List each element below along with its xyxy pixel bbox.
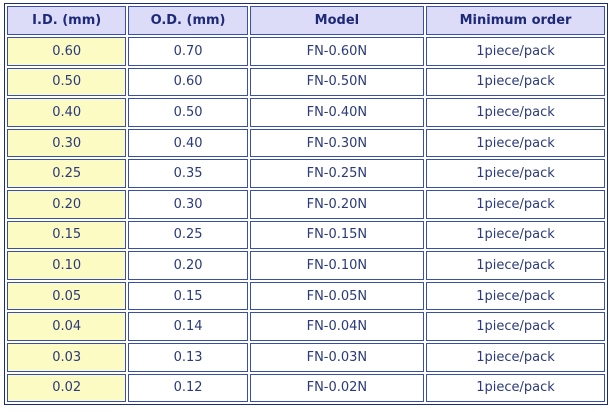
- table-cell: FN-0.05N: [249, 281, 425, 311]
- table-cell: 0.25: [128, 220, 248, 250]
- header-row: I.D. (mm) O.D. (mm) Model Minimum order: [7, 6, 605, 35]
- table-cell: FN-0.30N: [249, 128, 425, 158]
- table-cell: 0.60: [7, 37, 127, 66]
- table-row: 0.50 0.60 FN-0.50N 1piece/pack: [7, 67, 605, 97]
- table-cell: 1piece/pack: [426, 98, 605, 127]
- table-cell: FN-0.02N: [249, 373, 425, 403]
- table-cell: FN-0.40N: [249, 98, 425, 127]
- table-cell: FN-0.50N: [249, 67, 425, 97]
- table-cell: 1piece/pack: [426, 159, 605, 188]
- table-cell: 0.20: [7, 189, 127, 219]
- table-cell: 1piece/pack: [426, 312, 605, 341]
- table-row: 0.40 0.50 FN-0.40N 1piece/pack: [7, 98, 605, 127]
- table-cell: 1piece/pack: [426, 37, 605, 66]
- table-cell: FN-0.20N: [249, 189, 425, 219]
- header-cell: Model: [249, 6, 425, 35]
- table-cell: 1piece/pack: [426, 342, 605, 372]
- header-cell: I.D. (mm): [7, 6, 127, 35]
- product-table: I.D. (mm) O.D. (mm) Model Minimum order 0.6…: [4, 3, 608, 406]
- header-cell: O.D. (mm): [128, 6, 248, 35]
- table-cell: 1piece/pack: [426, 67, 605, 97]
- table-cell: FN-0.15N: [249, 220, 425, 250]
- table-row: 0.05 0.15 FN-0.05N 1piece/pack: [7, 281, 605, 311]
- table-cell: FN-0.60N: [249, 37, 425, 66]
- table-cell: 0.04: [7, 312, 127, 341]
- table-row: 0.10 0.20 FN-0.10N 1piece/pack: [7, 251, 605, 280]
- table-cell: 0.60: [128, 67, 248, 97]
- table-cell: 0.30: [128, 189, 248, 219]
- table-cell: 1piece/pack: [426, 189, 605, 219]
- table-cell: 1piece/pack: [426, 251, 605, 280]
- table-row: 0.25 0.35 FN-0.25N 1piece/pack: [7, 159, 605, 188]
- table-cell: 0.50: [7, 67, 127, 97]
- table-cell: 0.10: [7, 251, 127, 280]
- table-cell: 0.40: [7, 98, 127, 127]
- table-row: 0.15 0.25 FN-0.15N 1piece/pack: [7, 220, 605, 250]
- table-row: 0.60 0.70 FN-0.60N 1piece/pack: [7, 37, 605, 66]
- table-cell: FN-0.10N: [249, 251, 425, 280]
- table-row: 0.03 0.13 FN-0.03N 1piece/pack: [7, 342, 605, 372]
- table-cell: FN-0.03N: [249, 342, 425, 372]
- table-cell: 0.15: [128, 281, 248, 311]
- table-cell: FN-0.25N: [249, 159, 425, 188]
- table-cell: 1piece/pack: [426, 220, 605, 250]
- table-cell: FN-0.04N: [249, 312, 425, 341]
- table-cell: 0.30: [7, 128, 127, 158]
- table-cell: 0.20: [128, 251, 248, 280]
- table-cell: 0.02: [7, 373, 127, 403]
- table-cell: 0.05: [7, 281, 127, 311]
- table-cell: 0.35: [128, 159, 248, 188]
- table-cell: 1piece/pack: [426, 128, 605, 158]
- table-cell: 0.12: [128, 373, 248, 403]
- table-row: 0.04 0.14 FN-0.04N 1piece/pack: [7, 312, 605, 341]
- table-cell: 0.50: [128, 98, 248, 127]
- table-cell: 0.70: [128, 37, 248, 66]
- table-cell: 0.15: [7, 220, 127, 250]
- table-cell: 1piece/pack: [426, 281, 605, 311]
- table-cell: 1piece/pack: [426, 373, 605, 403]
- header-cell: Minimum order: [426, 6, 605, 35]
- table-cell: 0.03: [7, 342, 127, 372]
- table-cell: 0.14: [128, 312, 248, 341]
- table-row: 0.02 0.12 FN-0.02N 1piece/pack: [7, 373, 605, 403]
- table-row: 0.30 0.40 FN-0.30N 1piece/pack: [7, 128, 605, 158]
- table-cell: 0.40: [128, 128, 248, 158]
- table-body: 0.60 0.70 FN-0.60N 1piece/pack 0.50 0.60 FN-0.…: [7, 37, 605, 403]
- table-cell: 0.25: [7, 159, 127, 188]
- table-row: 0.20 0.30 FN-0.20N 1piece/pack: [7, 189, 605, 219]
- table-cell: 0.13: [128, 342, 248, 372]
